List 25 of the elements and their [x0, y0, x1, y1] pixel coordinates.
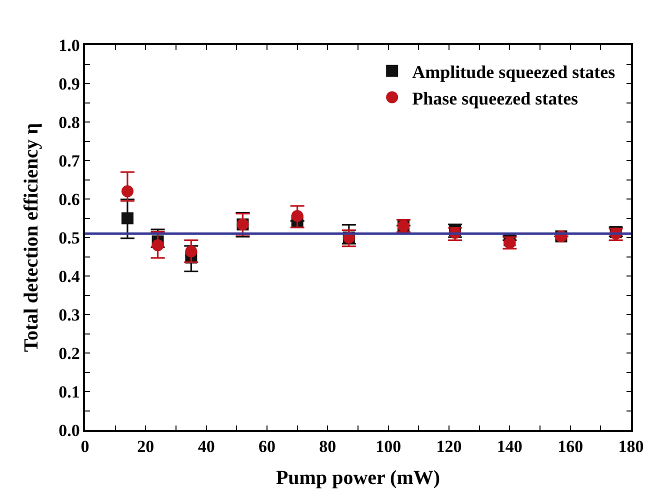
y-tick-label: 0.2 [58, 344, 80, 363]
x-tick-label: 20 [137, 437, 154, 456]
y-tick-label: 0.8 [58, 112, 80, 132]
y-tick-label: 0.7 [58, 151, 80, 170]
y-tick-label: 0.0 [58, 420, 80, 440]
x-axis-title: Pump power (mW) [276, 467, 440, 490]
x-tick-label: 180 [618, 437, 644, 456]
y-tick-label: 0.6 [58, 190, 80, 209]
y-axis-title: Total detection efficiency η [20, 123, 43, 352]
legend-label: Phase squeezed states [412, 88, 578, 108]
y-tick-label: 1.0 [58, 36, 80, 55]
y-tick-label: 0.4 [58, 266, 80, 286]
x-tick-label: 100 [376, 437, 402, 456]
y-tick-label: 0.5 [58, 228, 80, 248]
x-tick-label: 0 [80, 437, 90, 456]
x-tick-label: 60 [258, 437, 276, 456]
x-tick-label: 160 [558, 437, 584, 456]
x-tick-label: 40 [198, 437, 215, 456]
y-tick-label: 0.3 [58, 305, 80, 324]
x-tick-label: 140 [496, 437, 522, 456]
x-tick-label: 120 [436, 437, 462, 456]
legend-label: Amplitude squeezed states [412, 62, 616, 82]
y-tick-label: 0.9 [58, 74, 80, 94]
x-tick-label: 80 [319, 437, 336, 456]
y-tick-label: 0.1 [58, 382, 80, 402]
